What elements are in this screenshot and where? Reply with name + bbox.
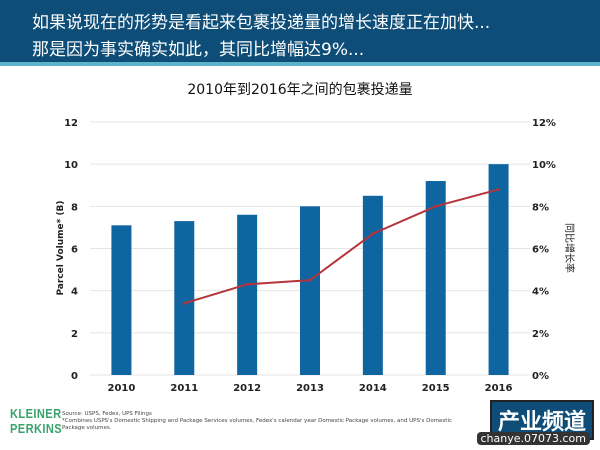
growth-rate-line — [183, 188, 499, 305]
y2-tick-label: 6% — [532, 245, 549, 256]
bar-2011 — [174, 221, 195, 375]
watermark: 产业频道 chanye.07073.com — [444, 400, 594, 448]
y2-tick-label: 4% — [532, 287, 549, 298]
bar-2015 — [425, 181, 446, 375]
growth-point-2016 — [497, 187, 501, 191]
x-tick-label: 2011 — [170, 383, 198, 394]
y-axis-label: Parcel Volume* (B) — [56, 200, 66, 295]
y-tick-label: 2 — [71, 329, 78, 340]
growth-point-2014 — [371, 232, 375, 236]
footnote-text: *Combines USPS's Domestic Shipping and P… — [62, 418, 452, 431]
y2-tick-label: 10% — [532, 160, 556, 171]
x-tick-label: 2012 — [233, 383, 261, 394]
growth-point-2011 — [182, 301, 186, 305]
bar-2013 — [300, 206, 320, 375]
source-note: Source: USPS, Fedex, UPS Filings *Combin… — [62, 411, 452, 432]
x-tick-label: 2014 — [359, 383, 387, 394]
y-tick-label: 0 — [71, 371, 78, 382]
y2-axis-label: 同比增长率 — [563, 223, 576, 273]
y2-tick-label: 2% — [532, 329, 549, 340]
growth-point-2012 — [245, 282, 249, 286]
y-tick-label: 6 — [71, 245, 78, 256]
y2-tick-label: 8% — [532, 202, 549, 213]
y-tick-label: 12 — [64, 118, 78, 129]
growth-point-2015 — [434, 204, 438, 208]
watermark-url: chanye.07073.com — [476, 432, 590, 445]
chart-title: 2010年到2016年之间的包裹投递量 — [187, 82, 413, 98]
bar-2014 — [362, 195, 383, 375]
y-tick-label: 4 — [71, 287, 78, 298]
x-tick-label: 2013 — [296, 383, 324, 394]
y-tick-label: 8 — [71, 202, 78, 213]
chart: 0 0% 2 2% 4 4% 6 6% 8 8% 10 10% 12 12% 2010 2011 2012 201… — [56, 118, 576, 394]
x-tick-label: 2016 — [485, 383, 513, 394]
header-banner: 如果说现在的形势是看起来包裹投递量的增长速度正在加快... 那是因为事实确实如此… — [0, 0, 600, 66]
growth-point-2013 — [308, 278, 312, 282]
header-line-2: 那是因为事实确实如此，其同比增幅达9%... — [32, 40, 365, 60]
bar-2012 — [237, 214, 258, 375]
y2-tick-label: 12% — [532, 118, 556, 129]
bar-2010 — [111, 225, 132, 375]
source-text: Source: USPS, Fedex, UPS Filings — [62, 411, 152, 417]
x-tick-label: 2015 — [422, 383, 450, 394]
header-line-1: 如果说现在的形势是看起来包裹投递量的增长速度正在加快... — [32, 13, 491, 33]
y-tick-label: 10 — [64, 160, 78, 171]
x-tick-label: 2010 — [108, 383, 136, 394]
bar-2016 — [488, 164, 509, 375]
y2-tick-label: 0% — [532, 371, 549, 382]
kleiner-perkins-logo: KLEINER PERKINS — [10, 406, 63, 436]
